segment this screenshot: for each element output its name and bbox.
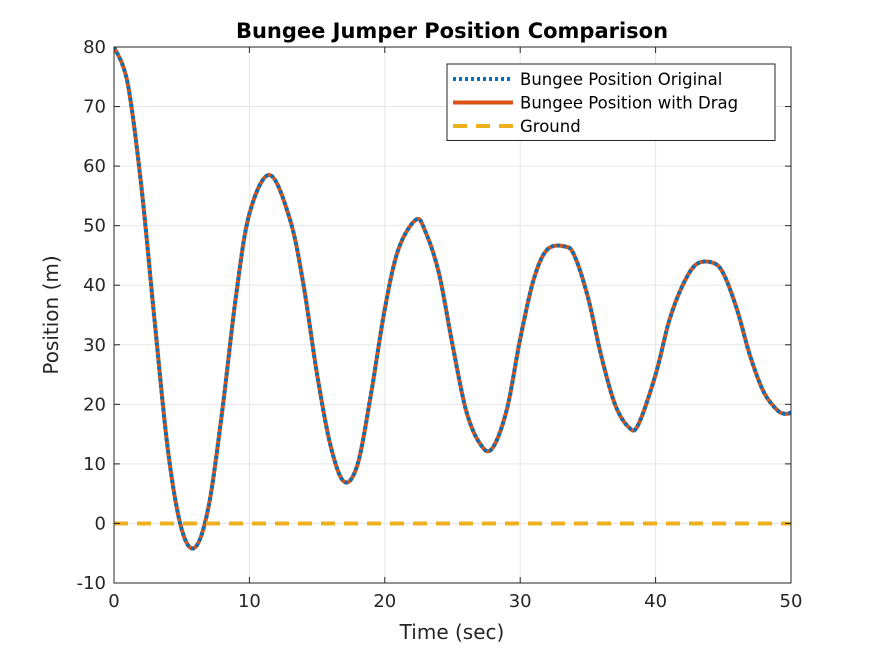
x-tick-label: 40 [644,591,667,612]
y-tick-label: 0 [95,513,106,534]
series-layer [114,47,791,551]
legend-label: Bungee Position Original [520,70,722,89]
y-tick-label: 80 [83,37,106,58]
x-tick-label: 10 [238,591,261,612]
y-tick-label: 60 [83,156,106,177]
y-tick-label: 70 [83,97,106,118]
series-line-bungee-position-original [114,47,791,551]
y-tick-label: 20 [83,394,106,415]
y-tick-label: 50 [83,216,106,237]
x-tick-label: 20 [373,591,396,612]
y-tick-label: 10 [83,454,106,475]
x-axis-label: Time (sec) [399,620,505,644]
x-tick-label: 30 [509,591,532,612]
x-tick-label: 0 [108,591,119,612]
axes-frame [113,46,792,584]
x-tick-label: 50 [780,591,803,612]
legend-label: Ground [520,117,581,136]
legend: Bungee Position Original Bungee Position … [446,63,776,141]
y-tick-label: -10 [77,573,106,594]
chart-title: Bungee Jumper Position Comparison [236,19,668,43]
legend-label: Bungee Position with Drag [520,94,738,113]
y-tick-label: 30 [83,335,106,356]
y-tick-label: 40 [83,275,106,296]
y-axis-label: Position (m) [39,255,63,374]
